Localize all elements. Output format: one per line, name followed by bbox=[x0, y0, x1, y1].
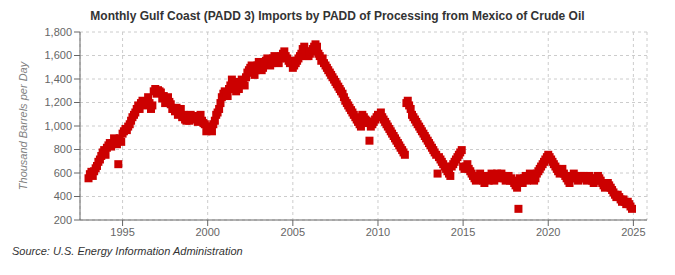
html-text:Monthly Gulf Coast (PADD 3) Im: Monthly Gulf Coast (PADD 3) Imports by P… bbox=[90, 9, 585, 23]
svg-text:1,600: 1,600 bbox=[44, 49, 72, 61]
svg-text:400: 400 bbox=[54, 190, 72, 202]
svg-text:1,400: 1,400 bbox=[44, 73, 72, 85]
svg-text:2010: 2010 bbox=[366, 226, 390, 238]
svg-text:1,800: 1,800 bbox=[44, 26, 72, 38]
svg-text:200: 200 bbox=[54, 214, 72, 226]
svg-text:2025: 2025 bbox=[621, 226, 645, 238]
svg-text:2015: 2015 bbox=[451, 226, 475, 238]
svg-text:1,000: 1,000 bbox=[44, 120, 72, 132]
svg-text:600: 600 bbox=[54, 167, 72, 179]
svg-text:2000: 2000 bbox=[195, 226, 219, 238]
svg-text:2020: 2020 bbox=[536, 226, 560, 238]
svg-text:2005: 2005 bbox=[281, 226, 305, 238]
html-text:Source: U.S. Energy Informatio: Source: U.S. Energy Information Administ… bbox=[12, 245, 243, 257]
svg-text:Thousand Barrels per Day: Thousand Barrels per Day bbox=[17, 60, 29, 190]
svg-text:1,200: 1,200 bbox=[44, 96, 72, 108]
svg-text:800: 800 bbox=[54, 143, 72, 155]
svg-text:1995: 1995 bbox=[110, 226, 134, 238]
